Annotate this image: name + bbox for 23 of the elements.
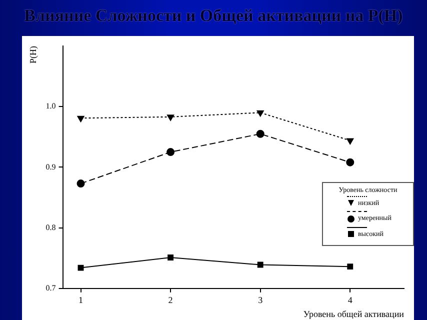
point [346, 138, 354, 145]
y-tick-label: 1.0 [46, 102, 56, 111]
x-axis-title: Уровень общей активации [303, 308, 404, 319]
x-tick-label: 2 [168, 295, 173, 306]
point [346, 158, 354, 166]
y-tick-label: 0.8 [46, 222, 56, 232]
chart-title: Влияние Сложности и Общей активации на P(H) [23, 6, 404, 26]
x-tick-label: 1 [78, 295, 84, 306]
point [256, 110, 264, 117]
point [257, 262, 264, 268]
x-tick-label: 4 [348, 295, 353, 306]
point [168, 254, 174, 260]
point [77, 116, 84, 122]
point [166, 148, 175, 156]
point [256, 130, 264, 138]
point [347, 264, 354, 270]
point [76, 180, 85, 188]
point [167, 114, 174, 121]
point [78, 264, 84, 271]
y-tick-label: 0.9 [46, 162, 56, 172]
x-tick-label: 3 [258, 295, 264, 306]
y-tick-label: 0.7 [46, 283, 56, 292]
y-axis-title: P(H) [28, 46, 38, 64]
